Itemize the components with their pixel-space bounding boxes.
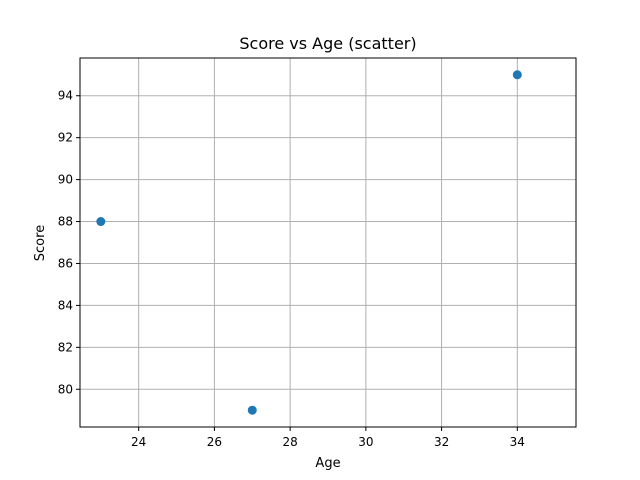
y-tick-label-92: 92 bbox=[58, 131, 73, 145]
y-tick-label-88: 88 bbox=[58, 215, 73, 229]
plot-frame bbox=[80, 58, 576, 427]
data-point-1 bbox=[248, 406, 257, 415]
data-point-2 bbox=[513, 70, 522, 79]
x-tick-label-34: 34 bbox=[510, 435, 525, 449]
x-tick-label-30: 30 bbox=[358, 435, 373, 449]
data-point-0 bbox=[96, 217, 105, 226]
y-tick-label-80: 80 bbox=[58, 382, 73, 396]
grid bbox=[80, 58, 576, 427]
x-tick-label-24: 24 bbox=[131, 435, 146, 449]
y-tick-label-82: 82 bbox=[58, 340, 73, 354]
x-tick-label-28: 28 bbox=[282, 435, 297, 449]
y-axis-label: Score bbox=[33, 225, 48, 261]
y-tick-label-86: 86 bbox=[58, 256, 73, 270]
x-tick-label-32: 32 bbox=[434, 435, 449, 449]
data-points bbox=[96, 70, 521, 414]
axes: 24 26 28 30 32 34 80 82 84 86 88 90 92 94 bbox=[58, 58, 576, 449]
y-tick-label-84: 84 bbox=[58, 298, 73, 312]
x-axis-label: Age bbox=[315, 456, 340, 471]
y-tick-label-90: 90 bbox=[58, 173, 73, 187]
chart-title: Score vs Age (scatter) bbox=[239, 34, 416, 53]
y-tick-label-94: 94 bbox=[58, 89, 73, 103]
x-tick-label-26: 26 bbox=[207, 435, 222, 449]
